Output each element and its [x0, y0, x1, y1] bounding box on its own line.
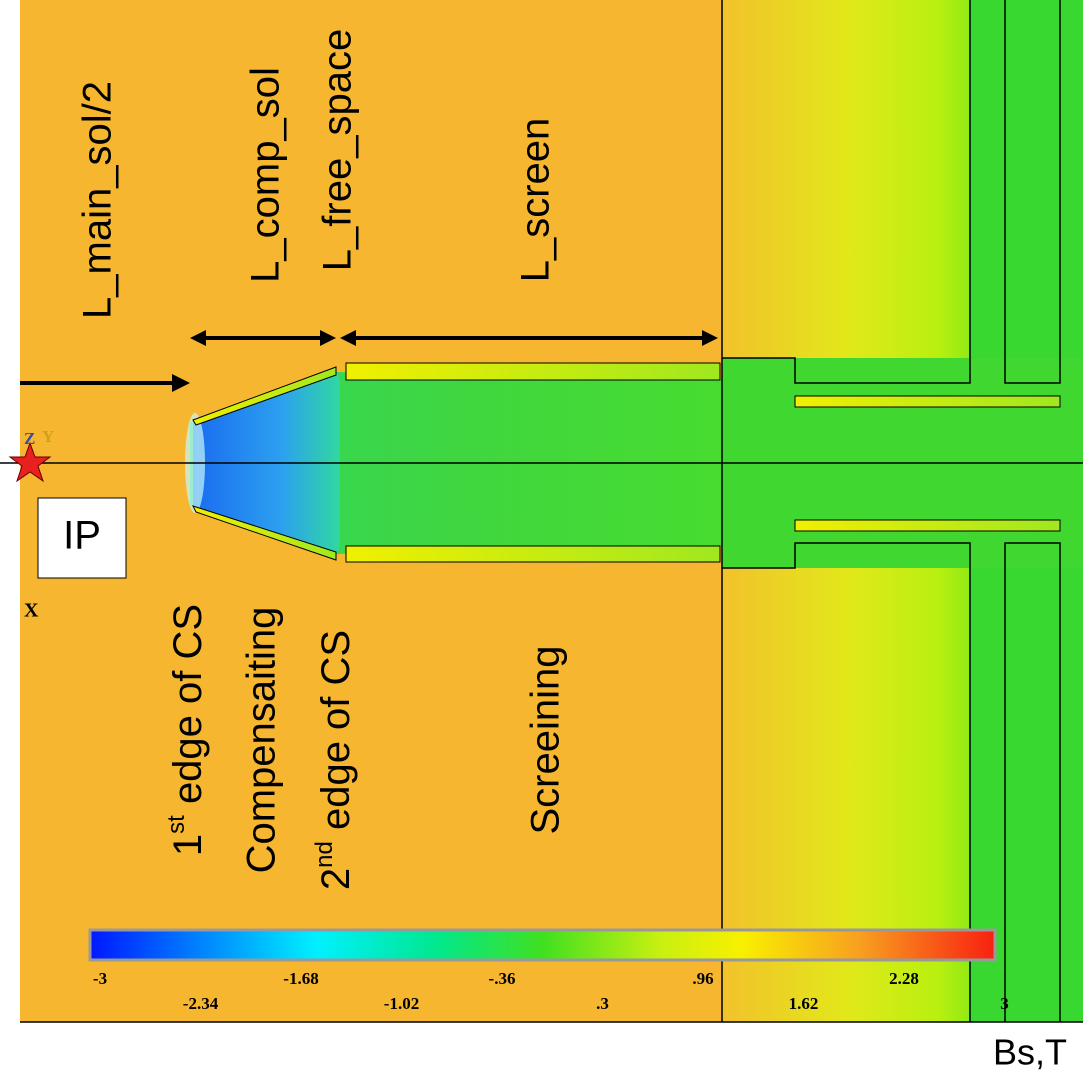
- label: Compensaiting: [240, 607, 284, 874]
- label: 1: [166, 834, 210, 856]
- axis-z: Z: [24, 429, 35, 448]
- label: Screeining: [524, 645, 568, 834]
- colorbar-tick-label: 1.62: [789, 994, 819, 1013]
- figure: Z Y X IP L_main_sol/2 L_comp_sol L_free_…: [0, 0, 1083, 1082]
- axis-x: X: [24, 600, 39, 622]
- colorbar-tick-label: 3: [1000, 994, 1009, 1013]
- colorbar-tick-label: .96: [692, 969, 713, 988]
- colorbar-tick-label: -1.02: [384, 994, 419, 1013]
- label: L_screen: [514, 118, 558, 283]
- ip-label: IP: [63, 514, 101, 558]
- colorbar-tick-label: 2.28: [889, 969, 919, 988]
- colorbar-tick-label: -3: [93, 969, 107, 988]
- colorbar: [90, 930, 995, 960]
- colorbar-unit: Bs,T: [993, 1032, 1067, 1073]
- label: nd: [311, 841, 338, 868]
- label: L_main_sol/2: [76, 81, 120, 319]
- colorbar-tick-label: -2.34: [183, 994, 219, 1013]
- colorbar-tick-label: -1.68: [283, 969, 318, 988]
- colorbar-tick-label: -.36: [489, 969, 516, 988]
- axis-y: Y: [42, 427, 54, 446]
- colorbar-tick-label: .3: [596, 994, 609, 1013]
- label: 2: [314, 868, 358, 890]
- label: st: [163, 815, 190, 834]
- label: edge of CS: [314, 630, 358, 841]
- label: L_free_space: [316, 29, 360, 271]
- label: edge of CS: [166, 604, 210, 815]
- label: L_comp_sol: [244, 67, 288, 283]
